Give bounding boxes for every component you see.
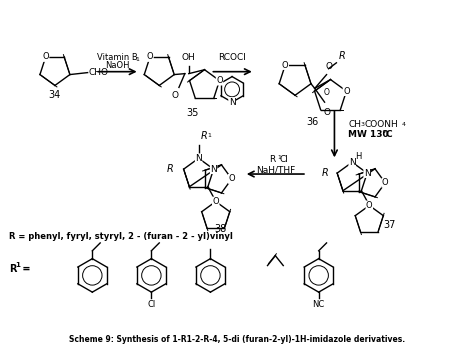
Text: O: O	[366, 201, 373, 210]
Text: Scheme 9: Synthesis of 1-R1-2-R-4, 5-di (furan-2-yl)-1H-imidazole derivatives.: Scheme 9: Synthesis of 1-R1-2-R-4, 5-di …	[69, 335, 405, 344]
Text: 1: 1	[208, 133, 211, 138]
Text: R: R	[338, 51, 345, 61]
Text: H: H	[355, 152, 361, 161]
Text: RCOCl: RCOCl	[218, 53, 246, 62]
Text: N: N	[364, 169, 371, 178]
Text: O: O	[216, 76, 223, 85]
Text: 38: 38	[214, 224, 227, 234]
Text: MW 130: MW 130	[348, 130, 389, 139]
Text: 3: 3	[360, 122, 364, 127]
Text: 4: 4	[401, 122, 405, 127]
Text: O: O	[42, 52, 49, 62]
Text: 37: 37	[383, 220, 396, 230]
Text: O: O	[323, 108, 330, 117]
Text: R: R	[322, 168, 329, 178]
Text: R: R	[269, 155, 275, 164]
Text: N: N	[195, 154, 202, 163]
Text: CHO: CHO	[89, 68, 109, 77]
Text: 35: 35	[187, 108, 199, 118]
Text: OH: OH	[182, 53, 196, 62]
Text: O: O	[172, 92, 179, 100]
Text: O: O	[382, 178, 389, 187]
Text: O: O	[343, 87, 350, 96]
Text: O: O	[282, 61, 289, 70]
Text: Vitamin B: Vitamin B	[97, 53, 137, 62]
Text: N: N	[349, 158, 356, 167]
Text: NaOH: NaOH	[105, 61, 129, 70]
Text: O: O	[324, 88, 329, 97]
Text: N: N	[210, 165, 217, 174]
Text: O: O	[146, 52, 153, 62]
Text: O: O	[228, 174, 235, 183]
Text: °: °	[381, 130, 385, 139]
Text: 34: 34	[49, 90, 61, 100]
Text: 36: 36	[307, 117, 319, 127]
Text: =: =	[18, 264, 30, 274]
Text: C: C	[386, 130, 392, 139]
Text: 1: 1	[16, 262, 20, 268]
Text: N: N	[228, 98, 236, 107]
Text: R = phenyl, fyryl, styryl, 2 - (furan - 2 - yl)vinyl: R = phenyl, fyryl, styryl, 2 - (furan - …	[9, 232, 233, 240]
Text: NaH/THF: NaH/THF	[256, 165, 295, 174]
Text: NC: NC	[312, 300, 325, 309]
Text: 1: 1	[136, 57, 139, 62]
Text: O: O	[212, 197, 219, 206]
Text: 1: 1	[277, 155, 281, 160]
Text: R: R	[201, 131, 207, 140]
Text: Cl: Cl	[147, 300, 155, 309]
Text: COONH: COONH	[365, 120, 399, 129]
Text: CH: CH	[348, 120, 361, 129]
Text: R: R	[9, 264, 16, 274]
Text: R: R	[166, 164, 173, 174]
Text: O: O	[325, 62, 332, 71]
Text: Cl: Cl	[279, 155, 288, 164]
